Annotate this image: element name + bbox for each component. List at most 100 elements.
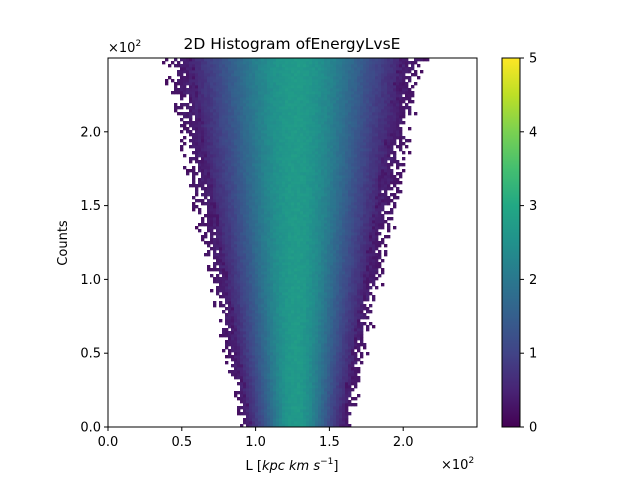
heatmap-cell <box>288 262 292 266</box>
heatmap-cell <box>288 190 292 194</box>
heatmap-cell <box>276 238 280 242</box>
heatmap-cell <box>282 175 286 179</box>
heatmap-cell <box>198 160 202 164</box>
heatmap-cell <box>324 184 328 188</box>
heatmap-cell <box>237 298 241 302</box>
heatmap-cell <box>288 376 292 380</box>
heatmap-cell <box>312 313 316 317</box>
heatmap-cell <box>318 172 322 176</box>
heatmap-cell <box>249 340 253 344</box>
heatmap-cell <box>324 340 328 344</box>
heatmap-cell <box>333 397 337 401</box>
heatmap-cell <box>318 382 322 386</box>
heatmap-cell <box>243 418 247 422</box>
heatmap-cell <box>285 172 289 176</box>
heatmap-cell <box>306 310 310 314</box>
heatmap-cell <box>291 187 295 191</box>
heatmap-cell <box>339 310 343 314</box>
heatmap-cell <box>327 379 331 383</box>
heatmap-cell <box>357 334 361 338</box>
heatmap-cell <box>387 178 391 182</box>
heatmap-cell <box>315 367 319 371</box>
heatmap-cell <box>354 283 358 287</box>
heatmap-cell <box>330 268 334 272</box>
heatmap-cell <box>309 424 313 427</box>
heatmap-cell <box>234 271 238 275</box>
heatmap-cell <box>261 340 265 344</box>
heatmap-cell <box>267 247 271 251</box>
heatmap-cell <box>357 145 361 149</box>
heatmap-cell <box>345 304 349 308</box>
heatmap-cell <box>294 379 298 383</box>
heatmap-cell <box>318 211 322 215</box>
heatmap-cell <box>294 151 298 155</box>
heatmap-cell <box>363 256 367 260</box>
heatmap-cell <box>219 268 223 272</box>
heatmap-cell <box>225 283 229 287</box>
heatmap-cell <box>312 295 316 299</box>
heatmap-cell <box>222 214 226 218</box>
heatmap-cell <box>336 178 340 182</box>
heatmap-cell <box>240 223 244 227</box>
heatmap-cell <box>345 379 349 383</box>
heatmap-cell <box>339 301 343 305</box>
heatmap-cell <box>378 244 382 248</box>
heatmap-cell <box>315 400 319 404</box>
heatmap-cell <box>309 379 313 383</box>
heatmap-cell <box>222 166 226 170</box>
heatmap-cell <box>255 388 259 392</box>
heatmap-cell <box>390 172 394 176</box>
heatmap-cell <box>327 310 331 314</box>
heatmap-cell <box>354 214 358 218</box>
heatmap-cell <box>294 184 298 188</box>
heatmap-cell <box>348 235 352 239</box>
heatmap-cell <box>300 304 304 308</box>
heatmap-cell <box>303 259 307 263</box>
heatmap-cell <box>210 148 214 152</box>
heatmap-cell <box>291 415 295 419</box>
heatmap-cell <box>297 361 301 365</box>
heatmap-cell <box>336 424 340 427</box>
heatmap-cell <box>261 250 265 254</box>
heatmap-cell <box>339 295 343 299</box>
heatmap-cell <box>270 181 274 185</box>
heatmap-cell <box>360 337 364 341</box>
heatmap-cell <box>330 211 334 215</box>
heatmap-cell <box>222 262 226 266</box>
heatmap-cell <box>231 349 235 353</box>
heatmap-cell <box>309 163 313 167</box>
heatmap-cell <box>249 298 253 302</box>
heatmap-cell <box>288 187 292 191</box>
heatmap-cell <box>282 310 286 314</box>
heatmap-cell <box>252 352 256 356</box>
heatmap-cell <box>201 202 205 206</box>
heatmap-cell <box>321 172 325 176</box>
heatmap-cell <box>249 325 253 329</box>
heatmap-cell <box>231 241 235 245</box>
heatmap-cell <box>339 343 343 347</box>
heatmap-cell <box>306 355 310 359</box>
heatmap-cell <box>330 172 334 176</box>
heatmap-cell <box>291 199 295 203</box>
heatmap-cell <box>300 286 304 290</box>
heatmap-cell <box>240 154 244 158</box>
heatmap-cell <box>324 391 328 395</box>
heatmap-cell <box>213 232 217 236</box>
heatmap-cell <box>282 220 286 224</box>
heatmap-cell <box>369 148 373 152</box>
heatmap-cell <box>306 259 310 263</box>
heatmap-cell <box>351 319 355 323</box>
heatmap-cell <box>339 229 343 233</box>
heatmap-cell <box>312 250 316 254</box>
heatmap-cell <box>255 382 259 386</box>
heatmap-cell <box>339 340 343 344</box>
heatmap-cell <box>207 160 211 164</box>
heatmap-cell <box>201 157 205 161</box>
heatmap-cell <box>222 169 226 173</box>
heatmap-cell <box>357 190 361 194</box>
heatmap-cell <box>333 205 337 209</box>
heatmap-cell <box>222 274 226 278</box>
heatmap-cell <box>339 193 343 197</box>
heatmap-cell <box>273 190 277 194</box>
heatmap-cell <box>327 307 331 311</box>
